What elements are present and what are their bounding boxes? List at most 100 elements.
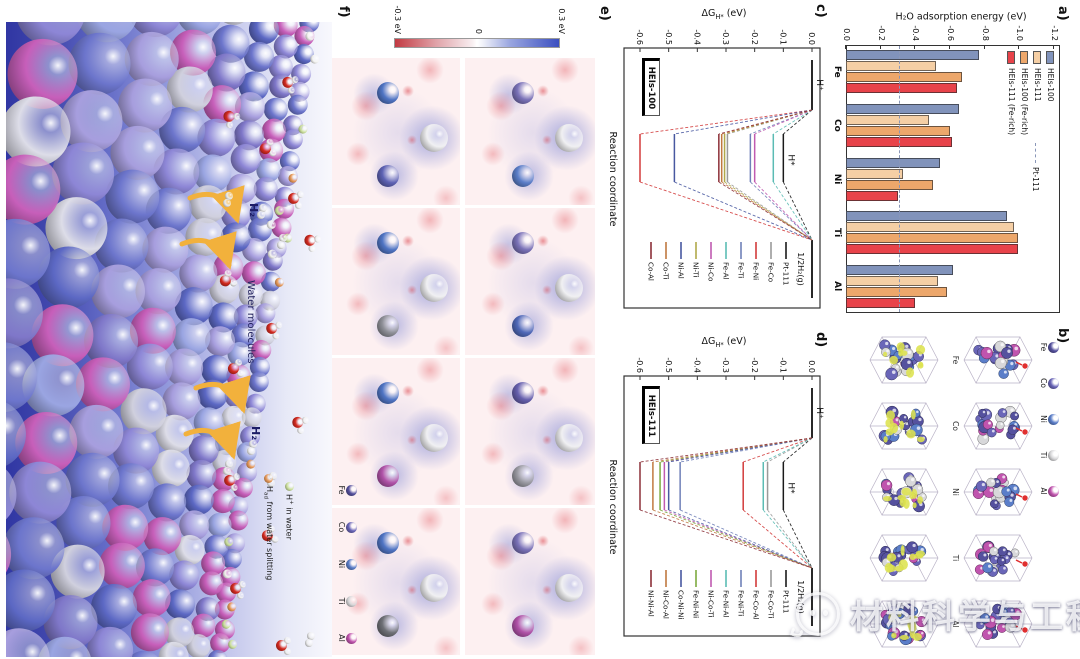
- fed-connector: [750, 181, 813, 241]
- fed-connector: [639, 109, 813, 135]
- fed-tick-label: -0.1: [779, 29, 788, 45]
- e-mini-panel: [465, 358, 595, 505]
- atom-highlight: [985, 615, 989, 619]
- fed-tick-label: -0.5: [664, 357, 673, 373]
- atom-highlight: [1010, 362, 1014, 366]
- b-structure-box-Ti: Ti: [951, 534, 1033, 582]
- fed-legend-label: Ni-Ni-Al: [646, 590, 655, 617]
- isosurface-blob: [900, 545, 905, 556]
- d-diagram: 0.0 -0.1 -0.2 -0.3 -0.4 -0.5 -0.6 H⁺ 1/2H₂(g) H* P…: [623, 357, 824, 637]
- atom-highlight: [983, 435, 987, 439]
- atom-highlight: [886, 349, 889, 353]
- charge-blob: [537, 385, 549, 397]
- fed-tick-label: -0.6: [635, 29, 644, 45]
- atom: [1010, 411, 1020, 421]
- fed-middle-label: H*: [785, 154, 795, 166]
- atom-highlight: [1000, 422, 1003, 426]
- f-legend-sphere: [346, 558, 358, 570]
- atom-highlight: [988, 564, 992, 568]
- a-category-label: Al: [832, 281, 842, 292]
- atom-highlight: [983, 553, 987, 557]
- e-atom-left: [377, 532, 399, 554]
- b-legend-entry-Fe: Fe: [1039, 335, 1060, 359]
- fed-connector: [750, 109, 813, 135]
- e-atom-left: [512, 532, 534, 554]
- fed-connector: [782, 509, 813, 569]
- a-tick-mark: [914, 45, 916, 49]
- e-atom-right: [512, 465, 534, 487]
- f-legend-h-ad: Had from water splitting: [262, 474, 274, 580]
- charge-blob: [402, 85, 414, 97]
- isosurface-blob: [917, 496, 923, 505]
- charge-blob: [416, 208, 444, 234]
- atom: [885, 367, 898, 381]
- atom: [989, 546, 999, 556]
- atom-highlight: [1009, 499, 1013, 502]
- atom-highlight: [988, 543, 992, 548]
- atom-highlight: [886, 482, 891, 486]
- fed-tick-label: -0.2: [750, 29, 759, 45]
- e-atom-top: [420, 424, 448, 452]
- isosurface-blob: [899, 634, 909, 641]
- a-tick-label: -0.2: [876, 25, 886, 41]
- fed-connector: [727, 181, 813, 241]
- a-tick-label: -0.8: [980, 25, 990, 41]
- fed-connector: [763, 437, 813, 463]
- atom: [1004, 496, 1015, 507]
- atom-highlight: [892, 346, 896, 351]
- a-bar-HEIs-111 (Fe-rich): [846, 190, 898, 201]
- f-legend-sphere: [346, 632, 358, 644]
- atom-highlight: [1003, 609, 1007, 613]
- atom-highlight: [921, 618, 925, 622]
- a-bar-HEIs-100 (Fe-rich): [846, 179, 933, 190]
- a-bar-HEIs-111: [846, 61, 937, 72]
- isosurface-blob: [884, 562, 894, 573]
- atom: [989, 499, 999, 509]
- charge-blob: [433, 185, 459, 205]
- h2-label-left: H₂: [247, 203, 260, 218]
- atom-highlight: [1003, 370, 1007, 374]
- fed-connector: [772, 181, 813, 241]
- b-isosurface-box: [869, 402, 939, 450]
- panel-c-energy-diagram: ΔGH* (eV) 0.0 -0.1 -0.2 -0.3 -0.4 -0.5 -0.6 H⁺ 1…: [596, 2, 828, 328]
- h2-molecule: [246, 440, 258, 456]
- fed-legend-label: Fe-Co: [766, 262, 775, 282]
- b-structure-box-Co: Co: [951, 402, 1033, 450]
- fed-legend-label: Pt-111: [781, 262, 790, 285]
- isosurface-blob: [903, 498, 910, 509]
- atom-highlight: [895, 418, 899, 422]
- atom-highlight: [989, 488, 994, 492]
- atom-highlight: [905, 344, 909, 349]
- fed-connector: [783, 109, 813, 135]
- atom: [997, 408, 1008, 418]
- atom-highlight: [994, 501, 998, 504]
- atom-highlight: [1005, 556, 1009, 560]
- f-legend-sphere: [346, 521, 358, 533]
- charge-blob: [416, 358, 444, 384]
- isosurface-blob: [899, 420, 905, 430]
- fed-final-label: 1/2H₂(g): [796, 580, 805, 613]
- atom: [999, 607, 1009, 617]
- h2-release-arrow: [187, 185, 245, 224]
- e-mini-panel: [465, 508, 595, 655]
- fed-connector: [721, 181, 813, 241]
- atom: [998, 564, 1008, 575]
- h-atom: [223, 467, 231, 475]
- f-legend-entry-Fe: Fe: [337, 478, 358, 502]
- atom-highlight: [1013, 486, 1018, 491]
- panel-a-bar-chart: H₂O adsorption energy (eV) 0.0 -0.2 -0.4 -0…: [828, 5, 1068, 323]
- e-atom-right: [377, 465, 399, 487]
- e-atom-top: [555, 424, 583, 452]
- fed-connector: [782, 181, 813, 241]
- atom-highlight: [996, 480, 999, 484]
- isosurface-blob: [888, 612, 896, 623]
- a-tick-mark: [983, 45, 985, 49]
- atom-highlight: [885, 341, 889, 346]
- f-legend-label: Ni: [337, 559, 346, 569]
- fed-connector: [727, 109, 813, 135]
- h-atom: [277, 241, 285, 249]
- a-bar-HEIs-111: [846, 222, 1015, 233]
- charge-blob: [346, 142, 370, 166]
- a-legend-label: HEIs-111 (Fe-rich): [1007, 68, 1016, 136]
- charge-blob: [537, 85, 549, 97]
